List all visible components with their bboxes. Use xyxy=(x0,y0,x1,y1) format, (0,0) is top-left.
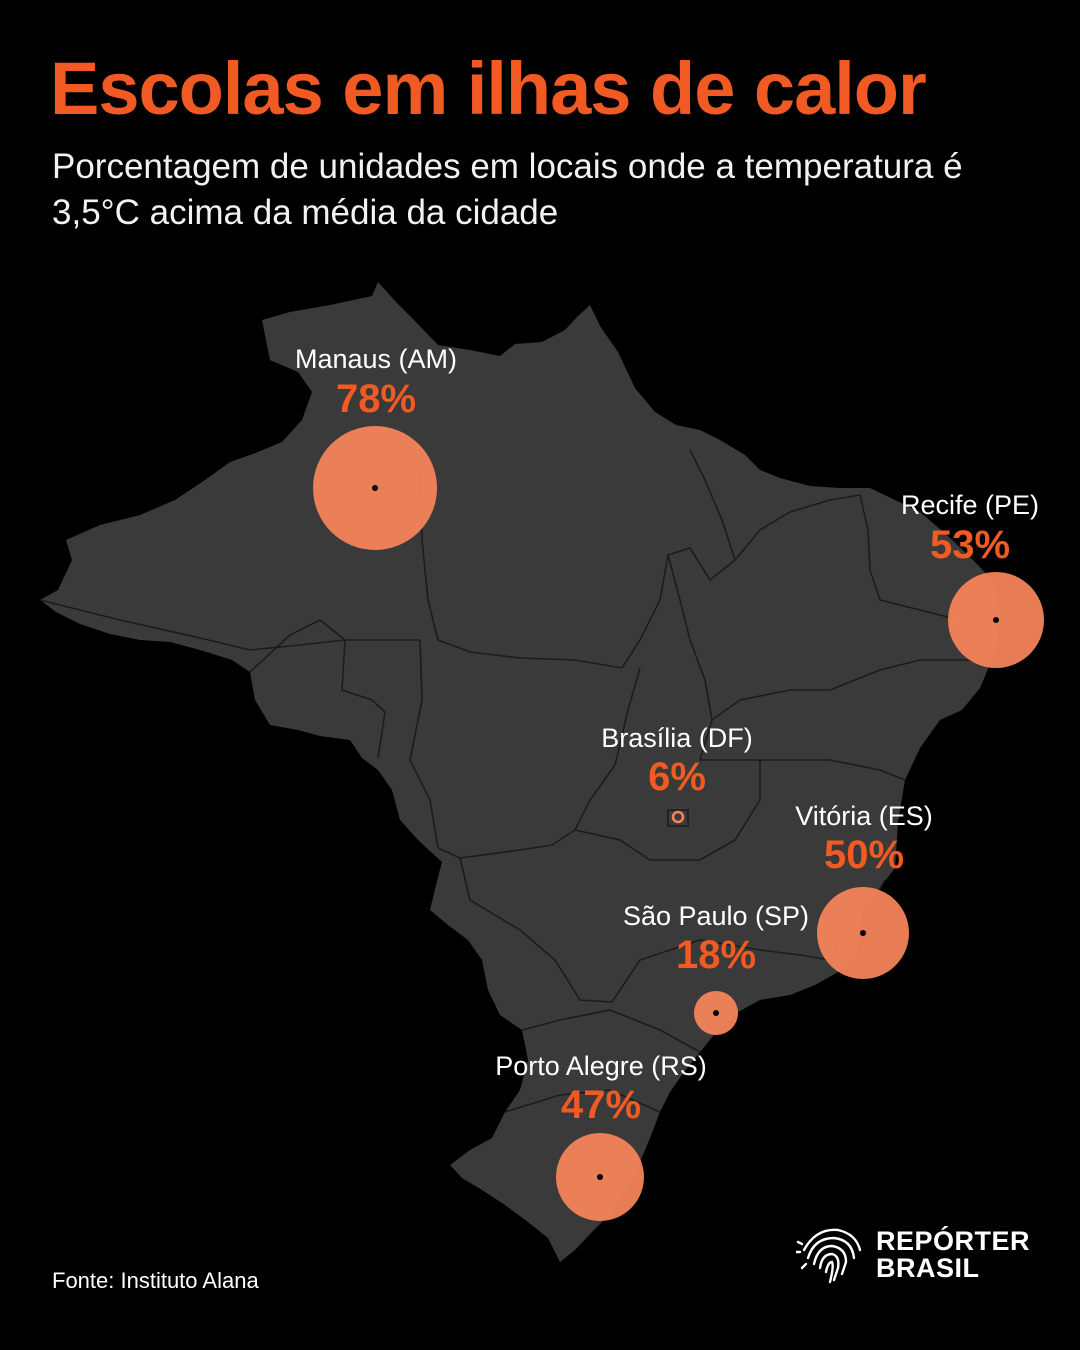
border-go-mg xyxy=(574,760,761,861)
city-pct-manaus: 78% xyxy=(336,377,416,421)
city-dot-manaus xyxy=(372,485,378,491)
city-pct-sao-paulo: 18% xyxy=(676,933,756,977)
border-ba xyxy=(711,659,975,721)
city-pct-vitoria: 50% xyxy=(824,833,904,877)
border-to xyxy=(667,554,713,761)
city-dot-vitoria xyxy=(860,930,866,936)
border-ro xyxy=(249,619,386,759)
border-pr xyxy=(521,1009,701,1053)
border-ms-sp xyxy=(459,857,613,1003)
border-ma-pi xyxy=(734,494,861,561)
border-pa-east xyxy=(621,449,736,669)
city-name-recife: Recife (PE) xyxy=(901,490,1039,520)
page-title: Escolas em ilhas de calor xyxy=(50,47,927,130)
city-dot-porto-alegre xyxy=(597,1174,603,1180)
city-pct-porto-alegre: 47% xyxy=(561,1083,641,1127)
brazil-land xyxy=(40,282,1000,1262)
city-pct-brasilia: 6% xyxy=(648,755,706,799)
brazil-outline xyxy=(40,282,1000,1262)
city-dot-sao-paulo xyxy=(713,1010,719,1016)
brand-logo: REPÓRTER BRASIL xyxy=(796,1220,1030,1290)
brand-line1: REPÓRTER xyxy=(876,1226,1031,1256)
city-pct-recife: 53% xyxy=(930,523,1010,567)
city-name-brasilia: Brasília (DF) xyxy=(601,723,753,753)
city-name-porto-alegre: Porto Alegre (RS) xyxy=(495,1051,707,1081)
brand-line2: BRASIL xyxy=(876,1253,980,1283)
city-name-vitoria: Vitória (ES) xyxy=(795,801,933,831)
border-df xyxy=(667,809,689,827)
border-sc xyxy=(504,1089,661,1113)
city-dot-recife xyxy=(993,617,999,623)
city-name-sao-paulo: São Paulo (SP) xyxy=(623,901,809,931)
fingerprint-brazil-icon xyxy=(796,1228,862,1284)
source-note: Fonte: Instituto Alana xyxy=(52,1268,259,1293)
border-mt xyxy=(409,639,641,859)
bubble-brasilia xyxy=(671,810,685,824)
page-subtitle: Porcentagem de unidades em locais onde a… xyxy=(52,147,963,232)
city-name-manaus: Manaus (AM) xyxy=(295,344,457,374)
border-ba-south xyxy=(700,759,906,781)
